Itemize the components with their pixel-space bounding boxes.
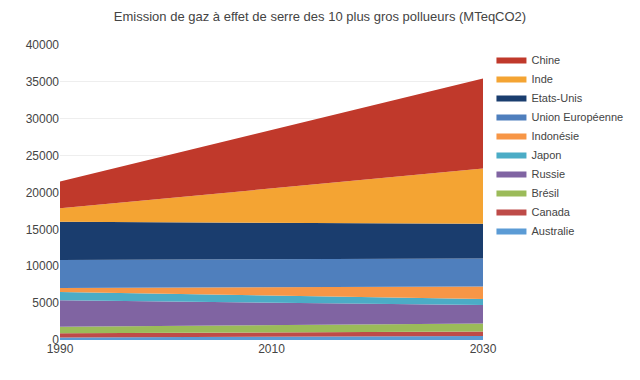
svg-text:Japon: Japon bbox=[531, 149, 561, 161]
svg-text:Indonésie: Indonésie bbox=[531, 130, 579, 142]
svg-text:Brésil: Brésil bbox=[531, 187, 559, 199]
svg-text:Russie: Russie bbox=[531, 168, 565, 180]
svg-text:Etats-Unis: Etats-Unis bbox=[531, 92, 582, 104]
svg-text:Australie: Australie bbox=[531, 225, 574, 237]
svg-text:Canada: Canada bbox=[531, 206, 570, 218]
svg-text:40000: 40000 bbox=[26, 38, 60, 52]
svg-text:Chine: Chine bbox=[531, 54, 560, 66]
svg-text:Inde: Inde bbox=[531, 73, 552, 85]
svg-text:15000: 15000 bbox=[26, 223, 60, 237]
svg-text:5000: 5000 bbox=[32, 296, 59, 310]
svg-text:30000: 30000 bbox=[26, 112, 60, 126]
svg-text:25000: 25000 bbox=[26, 149, 60, 163]
svg-text:35000: 35000 bbox=[26, 75, 60, 89]
svg-text:Union Européenne: Union Européenne bbox=[531, 111, 623, 123]
svg-text:2030: 2030 bbox=[470, 342, 497, 356]
svg-text:10000: 10000 bbox=[26, 259, 60, 273]
svg-text:1990: 1990 bbox=[47, 342, 74, 356]
svg-text:2010: 2010 bbox=[258, 342, 285, 356]
svg-text:0: 0 bbox=[52, 333, 59, 347]
svg-text:Emission de gaz à effet de ser: Emission de gaz à effet de serre des 10 … bbox=[114, 9, 526, 24]
svg-text:20000: 20000 bbox=[26, 186, 60, 200]
